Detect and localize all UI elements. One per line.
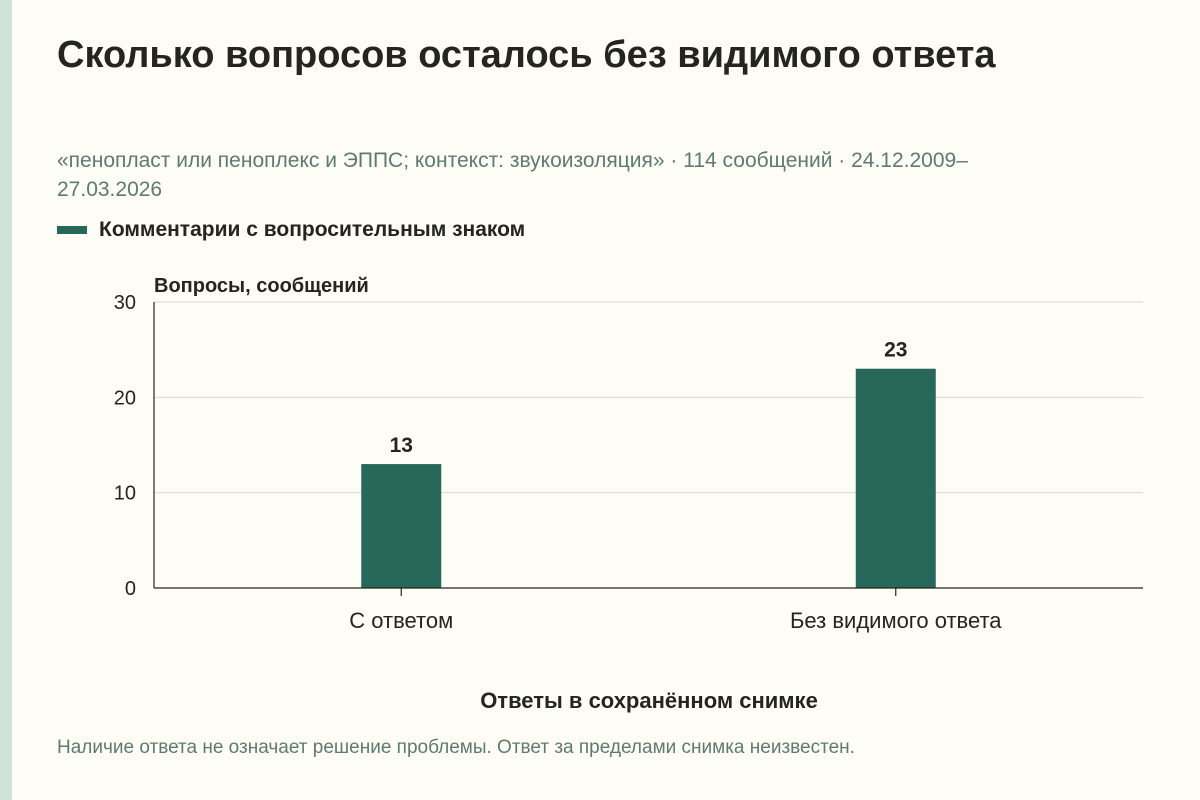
x-tick-label: Без видимого ответа <box>790 608 1002 633</box>
footnote: Наличие ответа не означает решение пробл… <box>57 737 855 758</box>
legend: Комментарии с вопросительным знаком <box>57 218 525 242</box>
bar <box>855 368 936 588</box>
bar <box>361 464 442 588</box>
bar-value-label: 13 <box>390 434 413 457</box>
gridlines <box>154 301 1143 494</box>
bars: 13 23 <box>361 339 936 588</box>
x-tick-label: С ответом <box>349 608 453 633</box>
y-tick-label: 0 <box>125 578 136 600</box>
y-axis-label: Вопросы, сообщений <box>154 275 369 297</box>
y-tick-label: 10 <box>114 483 136 505</box>
left-accent-strip <box>0 0 12 800</box>
y-tick-label: 30 <box>114 292 136 314</box>
bar-value-label: 23 <box>884 339 907 362</box>
x-axis-label: Ответы в сохранённом снимке <box>480 688 818 713</box>
chart-subtitle: «пенопласт или пеноплекс и ЭППС; контекс… <box>57 149 968 201</box>
chart-title: Сколько вопросов осталось без видимого о… <box>57 34 996 76</box>
legend-label: Комментарии с вопросительным знаком <box>99 218 526 241</box>
x-axis-ticks: С ответом Без видимого ответа <box>349 588 1002 633</box>
y-tick-label: 20 <box>114 387 136 409</box>
y-axis-ticks: 0 10 20 30 <box>114 292 136 600</box>
legend-swatch <box>57 226 87 234</box>
